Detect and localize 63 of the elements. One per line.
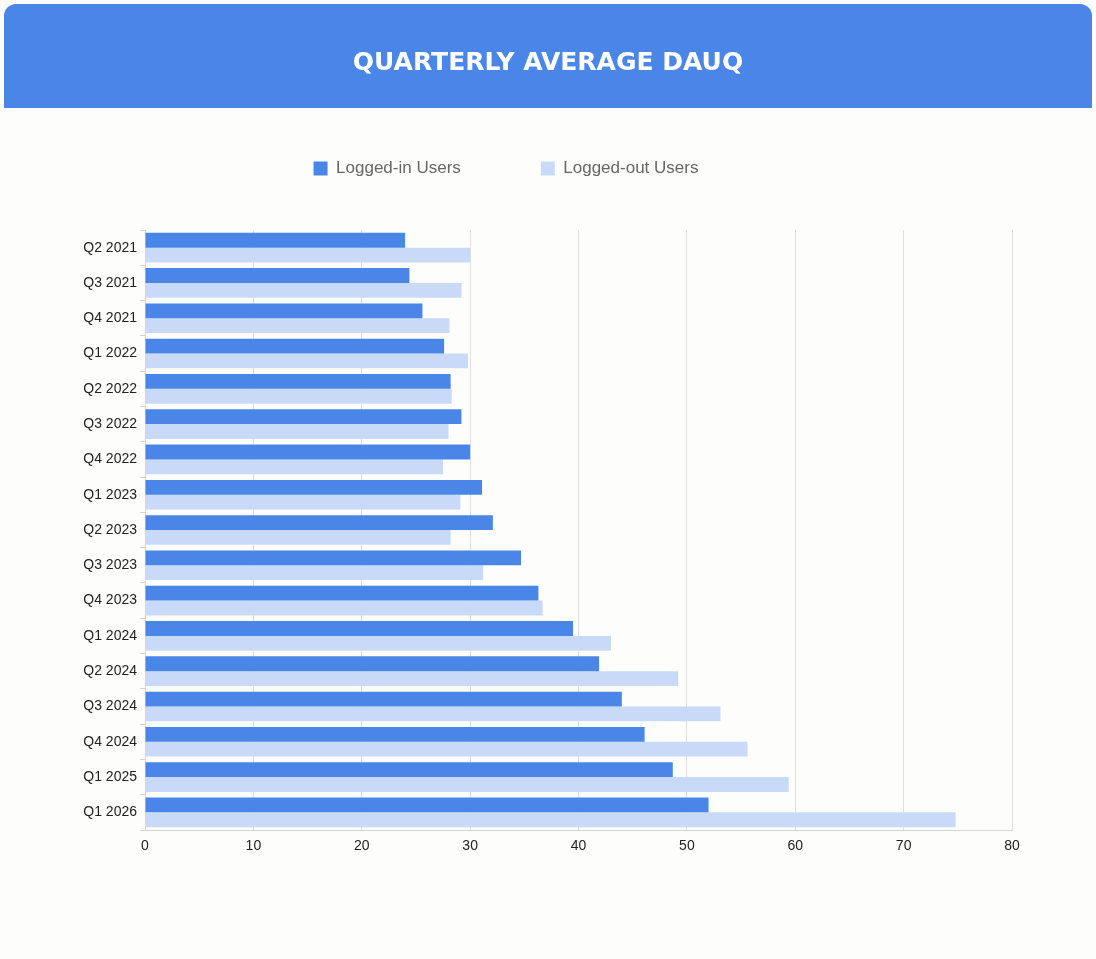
bar xyxy=(145,353,468,369)
y-tick-label: Q3 2023 xyxy=(83,556,138,573)
y-tick-label: Q4 2022 xyxy=(83,450,138,467)
bar xyxy=(145,247,471,263)
bar xyxy=(145,600,543,616)
y-tick-label: Q3 2024 xyxy=(83,697,138,714)
bar xyxy=(145,282,462,298)
bar xyxy=(145,268,410,283)
y-tick-label: Q3 2021 xyxy=(83,273,138,290)
x-tick-label: 80 xyxy=(1004,837,1020,854)
bar xyxy=(145,494,461,510)
y-tick-label: Q4 2024 xyxy=(83,732,138,749)
bar xyxy=(145,550,522,566)
bar xyxy=(145,318,450,334)
bar xyxy=(145,585,539,601)
bar xyxy=(145,232,406,248)
bar xyxy=(145,691,622,707)
bar xyxy=(145,812,956,828)
x-tick-label: 0 xyxy=(141,837,150,854)
x-tick-label: 50 xyxy=(679,837,695,854)
y-tick-label: Q2 2022 xyxy=(83,379,138,396)
chart-title: QUARTERLY AVERAGE DAUQ xyxy=(352,46,744,76)
bar xyxy=(145,515,493,530)
y-tick-label: Q3 2022 xyxy=(83,414,138,431)
x-tick-label: 60 xyxy=(787,837,804,854)
bar xyxy=(145,374,451,389)
bar xyxy=(145,656,600,672)
bar xyxy=(145,303,423,319)
bar xyxy=(145,777,789,792)
x-tick-label: 10 xyxy=(245,837,262,854)
y-tick-label: Q2 2023 xyxy=(83,520,138,537)
y-tick-label: Q2 2024 xyxy=(83,662,138,679)
y-tick-label: Q4 2023 xyxy=(83,591,138,608)
x-tick-label: 40 xyxy=(570,837,587,854)
bar xyxy=(145,388,452,404)
bar xyxy=(145,706,721,722)
y-tick-label: Q1 2022 xyxy=(83,344,138,361)
bar xyxy=(145,726,645,742)
legend-label: Logged-in Users xyxy=(336,158,461,178)
x-tick-label: 20 xyxy=(353,837,370,854)
bar xyxy=(145,479,483,495)
bar xyxy=(145,530,451,545)
bar xyxy=(145,671,679,686)
bar xyxy=(145,797,709,813)
bar xyxy=(145,424,449,439)
legend-label: Logged-out Users xyxy=(563,158,699,178)
bar xyxy=(145,762,673,778)
y-tick-label: Q1 2024 xyxy=(83,626,138,643)
y-tick-label: Q1 2025 xyxy=(83,767,138,784)
y-tick-label: Q4 2021 xyxy=(83,309,138,326)
bar xyxy=(145,635,612,651)
bar xyxy=(145,565,484,581)
bar xyxy=(145,444,471,460)
y-tick-label: Q1 2026 xyxy=(83,803,138,820)
bar xyxy=(145,741,748,757)
x-tick-label: 70 xyxy=(895,837,912,854)
y-tick-label: Q2 2021 xyxy=(83,238,138,255)
bar xyxy=(145,459,444,475)
bar xyxy=(145,338,445,354)
x-tick-label: 30 xyxy=(462,837,479,854)
bar xyxy=(145,409,462,425)
bar xyxy=(145,621,574,636)
y-tick-label: Q1 2023 xyxy=(83,485,138,502)
